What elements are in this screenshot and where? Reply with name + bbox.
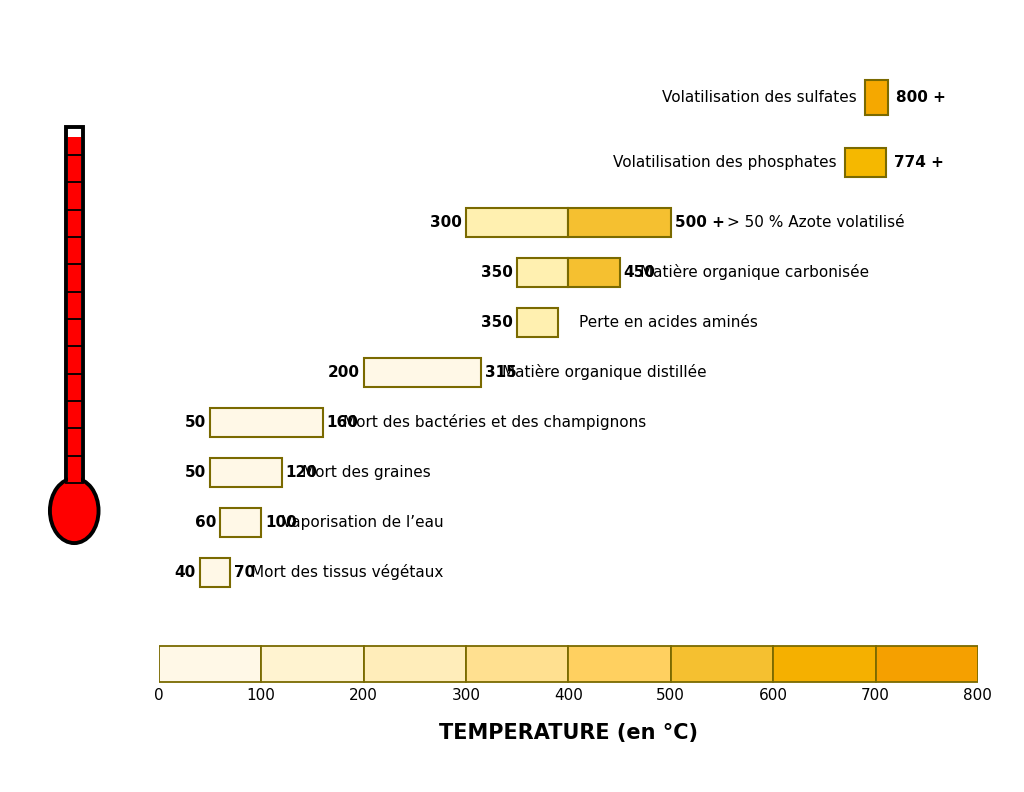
- Bar: [876, 646, 978, 682]
- Bar: [845, 148, 886, 177]
- Text: 450: 450: [624, 265, 655, 280]
- Bar: [671, 646, 773, 682]
- Text: Matière organique distillée: Matière organique distillée: [502, 364, 707, 380]
- Text: 700: 700: [861, 688, 890, 703]
- Bar: [200, 558, 230, 587]
- Text: > 50 % Azote volatilisé: > 50 % Azote volatilisé: [727, 215, 904, 230]
- Text: Vaporisation de l’eau: Vaporisation de l’eau: [282, 515, 443, 530]
- Text: 774 +: 774 +: [894, 155, 944, 170]
- Bar: [159, 646, 261, 682]
- Text: 800: 800: [964, 688, 992, 703]
- Bar: [568, 646, 671, 682]
- Circle shape: [50, 478, 98, 543]
- Text: 160: 160: [327, 415, 358, 430]
- Bar: [364, 646, 466, 682]
- Bar: [261, 646, 364, 682]
- Text: 300: 300: [452, 688, 480, 703]
- Bar: [364, 358, 481, 386]
- Bar: [568, 258, 620, 287]
- Text: 120: 120: [286, 465, 317, 480]
- Text: 60: 60: [195, 515, 216, 530]
- Text: Mort des graines: Mort des graines: [302, 465, 431, 480]
- Text: 600: 600: [759, 688, 787, 703]
- Bar: [865, 80, 888, 115]
- Text: 200: 200: [349, 688, 378, 703]
- Bar: [517, 258, 568, 287]
- Text: 200: 200: [328, 365, 359, 379]
- Bar: [773, 646, 876, 682]
- Text: 0: 0: [154, 688, 164, 703]
- Text: Perte en acides aminés: Perte en acides aminés: [579, 314, 758, 329]
- Text: 350: 350: [481, 314, 513, 329]
- Bar: [568, 208, 671, 237]
- Text: 315: 315: [485, 365, 517, 379]
- Text: 100: 100: [265, 515, 297, 530]
- Text: 70: 70: [234, 565, 256, 580]
- Bar: [220, 508, 261, 537]
- Bar: [466, 646, 568, 682]
- Bar: [68, 137, 81, 483]
- Text: Matière organique carbonisée: Matière organique carbonisée: [640, 265, 869, 280]
- Text: 300: 300: [430, 215, 462, 230]
- Text: Volatilisation des sulfates: Volatilisation des sulfates: [663, 90, 857, 105]
- Bar: [210, 408, 323, 436]
- Text: 40: 40: [174, 565, 196, 580]
- Bar: [210, 458, 282, 486]
- Text: 50: 50: [184, 465, 206, 480]
- Bar: [466, 208, 568, 237]
- Text: 800 +: 800 +: [896, 90, 946, 105]
- Text: 100: 100: [247, 688, 275, 703]
- Bar: [517, 308, 558, 337]
- Text: 400: 400: [554, 688, 583, 703]
- Text: Volatilisation des phosphates: Volatilisation des phosphates: [613, 155, 837, 170]
- Text: TEMPERATURE (en °C): TEMPERATURE (en °C): [439, 723, 697, 743]
- Text: 500: 500: [656, 688, 685, 703]
- Bar: [66, 128, 83, 483]
- Text: 50: 50: [184, 415, 206, 430]
- Text: 350: 350: [481, 265, 513, 280]
- Text: Mort des bactéries et des champignons: Mort des bactéries et des champignons: [343, 414, 646, 430]
- Text: 500 +: 500 +: [675, 215, 725, 230]
- Text: Mort des tissus végétaux: Mort des tissus végétaux: [251, 564, 443, 580]
